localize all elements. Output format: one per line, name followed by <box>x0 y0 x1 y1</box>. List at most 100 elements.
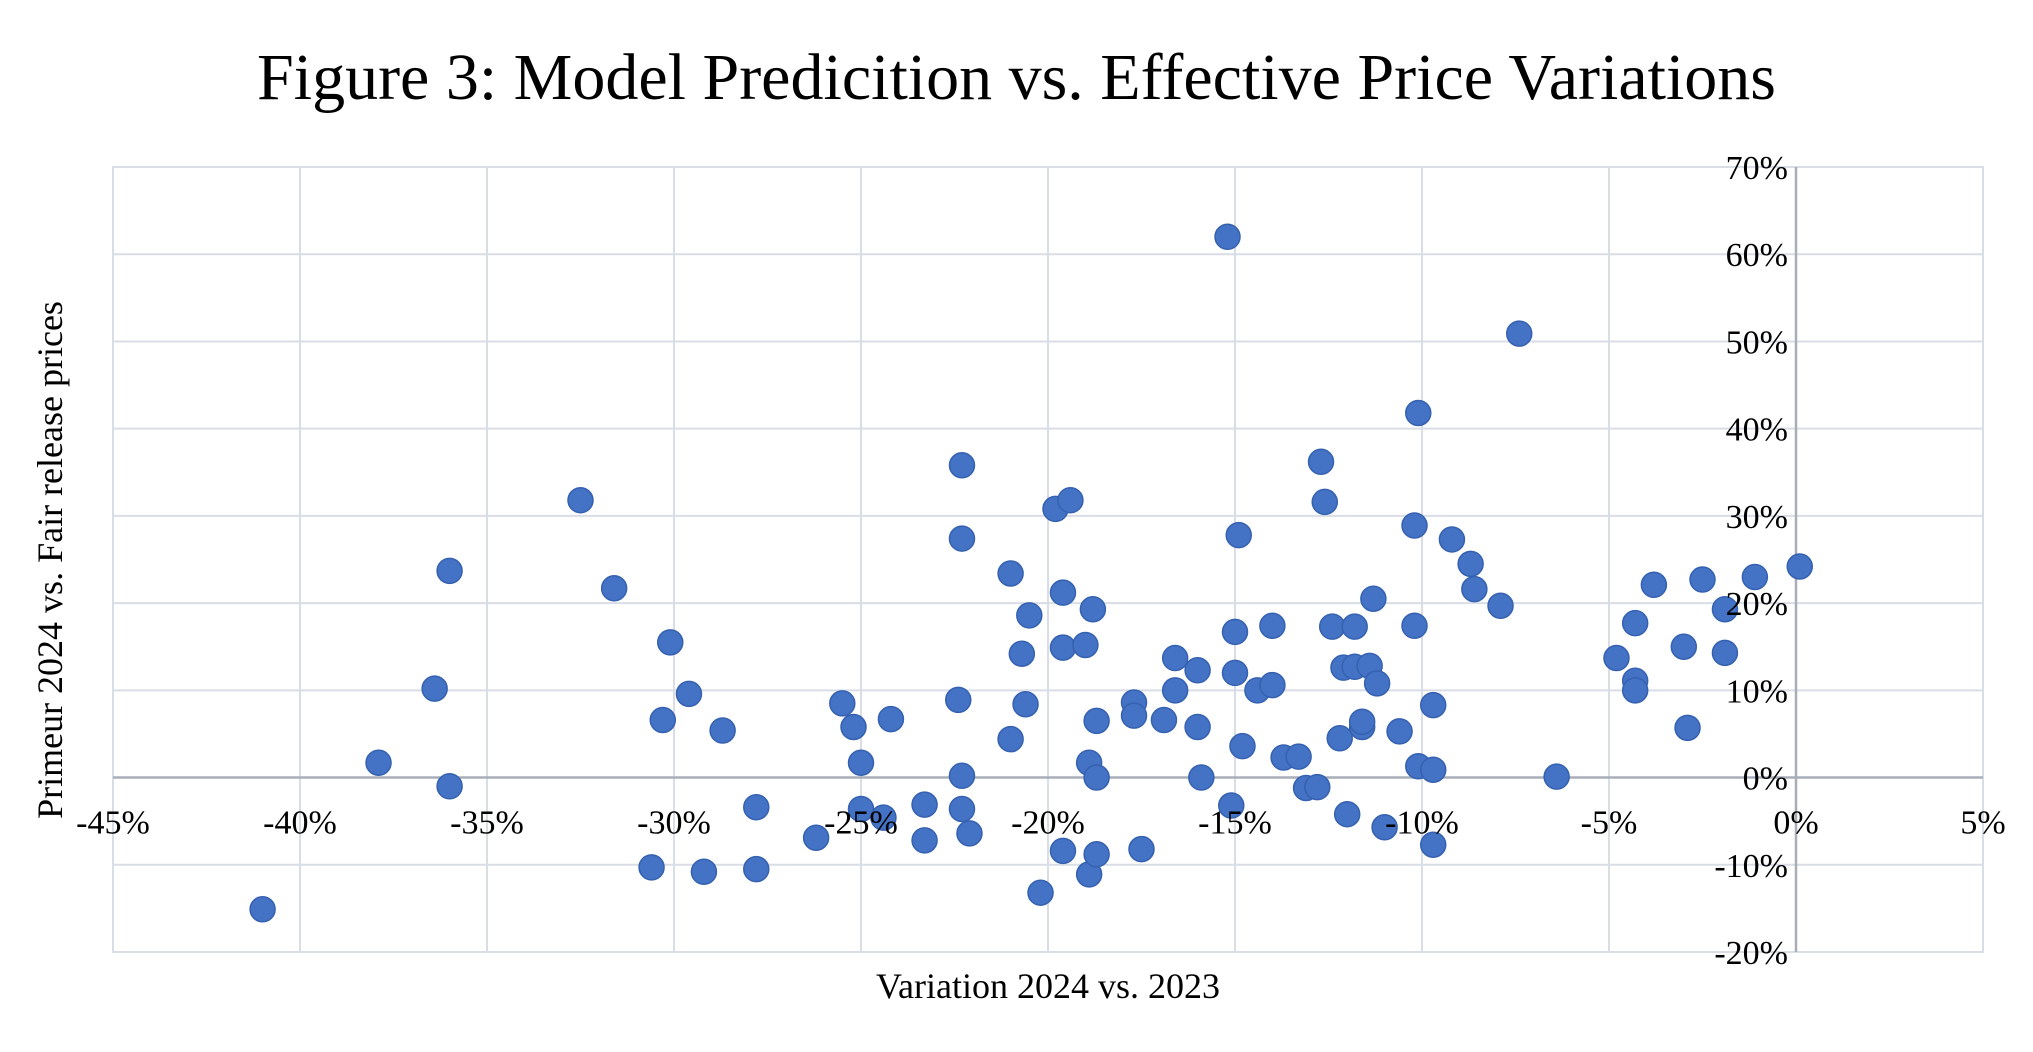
data-point <box>1419 831 1447 858</box>
data-point <box>1457 550 1484 578</box>
data-point <box>1120 702 1148 729</box>
data-point <box>1670 633 1698 660</box>
data-point <box>1419 691 1447 719</box>
y-tick-label: -10% <box>1714 848 1788 885</box>
data-point <box>948 452 976 479</box>
data-point <box>1008 640 1036 667</box>
chart-title: Figure 3: Model Predicition vs. Effectiv… <box>257 41 1776 114</box>
y-tick-label: 50% <box>1726 324 1788 361</box>
data-point <box>649 706 677 734</box>
data-point <box>567 486 594 514</box>
data-point <box>948 795 976 823</box>
data-point <box>1012 691 1039 718</box>
data-point <box>1079 595 1107 623</box>
data-point <box>1326 725 1353 752</box>
data-point <box>1259 612 1286 640</box>
data-point <box>365 749 392 776</box>
data-point <box>1083 841 1110 868</box>
data-point <box>1363 670 1391 697</box>
y-tick-label: 70% <box>1726 150 1788 187</box>
data-point <box>997 725 1024 753</box>
data-point <box>1049 837 1077 865</box>
data-point <box>690 858 718 886</box>
data-point <box>1221 659 1249 687</box>
x-tick-label: -25% <box>824 805 898 842</box>
x-tick-label: -45% <box>76 805 150 842</box>
data-point <box>675 680 703 708</box>
data-point <box>802 824 830 851</box>
data-point <box>1285 743 1312 770</box>
data-point <box>249 896 276 923</box>
data-point <box>1786 553 1813 580</box>
data-point <box>948 525 976 552</box>
data-point <box>1505 320 1533 347</box>
data-point <box>1333 800 1361 828</box>
data-point <box>911 827 938 854</box>
x-tick-label: 0% <box>1773 805 1818 842</box>
data-point <box>1083 707 1110 735</box>
data-point <box>1621 609 1649 637</box>
x-tick-label: -30% <box>637 805 711 842</box>
data-point <box>743 855 770 883</box>
data-point <box>1307 448 1335 476</box>
data-point <box>600 575 628 602</box>
data-point <box>1184 713 1211 741</box>
y-tick-label: 40% <box>1726 412 1788 449</box>
data-point <box>1184 657 1211 684</box>
data-point <box>1438 526 1466 553</box>
data-point <box>1049 634 1077 661</box>
data-point <box>709 717 736 744</box>
data-point <box>1401 512 1428 539</box>
data-point <box>1304 773 1331 801</box>
data-point <box>1318 613 1346 640</box>
data-point <box>997 560 1024 587</box>
data-point <box>1229 732 1256 760</box>
data-point <box>1711 595 1739 623</box>
data-point <box>1689 566 1716 593</box>
x-tick-label: -20% <box>1011 805 1085 842</box>
x-axis-title: Variation 2024 vs. 2023 <box>876 966 1220 1006</box>
y-tick-label: 20% <box>1726 586 1788 623</box>
data-point <box>1371 814 1398 841</box>
x-tick-label: -35% <box>450 805 524 842</box>
y-tick-label: -20% <box>1714 935 1788 972</box>
data-points <box>249 223 1813 923</box>
data-point <box>948 762 976 790</box>
data-point <box>1487 592 1514 619</box>
data-point <box>1348 708 1376 735</box>
data-point <box>1128 835 1155 863</box>
data-point <box>1221 618 1249 646</box>
data-point <box>1419 756 1447 783</box>
data-point <box>1027 879 1054 906</box>
data-point <box>1161 644 1189 672</box>
data-point <box>743 793 770 821</box>
data-point <box>870 804 897 831</box>
data-point <box>1049 579 1077 606</box>
y-tick-label: 10% <box>1726 673 1788 710</box>
data-point <box>1214 223 1241 251</box>
y-tick-label: 30% <box>1726 499 1788 536</box>
data-point <box>1543 763 1570 790</box>
data-point <box>1161 677 1189 704</box>
data-point <box>1386 718 1413 745</box>
data-point <box>1225 521 1252 549</box>
data-point <box>1461 575 1488 603</box>
data-point <box>847 749 875 776</box>
data-point <box>1640 571 1668 599</box>
data-point <box>1016 602 1043 629</box>
data-point <box>1741 563 1769 591</box>
y-axis-title: Primeur 2024 vs. Fair release prices <box>30 301 70 819</box>
data-point <box>1603 644 1630 672</box>
x-tick-label: -10% <box>1385 805 1459 842</box>
x-tick-label: 5% <box>1960 805 2005 842</box>
data-point <box>877 705 905 733</box>
data-point <box>1259 671 1286 699</box>
x-tick-label: -5% <box>1581 805 1638 842</box>
data-point <box>1401 612 1428 640</box>
data-point <box>1311 488 1339 516</box>
data-point <box>1621 677 1649 704</box>
data-point <box>840 713 867 741</box>
data-point <box>1072 631 1099 659</box>
data-point <box>638 854 665 881</box>
